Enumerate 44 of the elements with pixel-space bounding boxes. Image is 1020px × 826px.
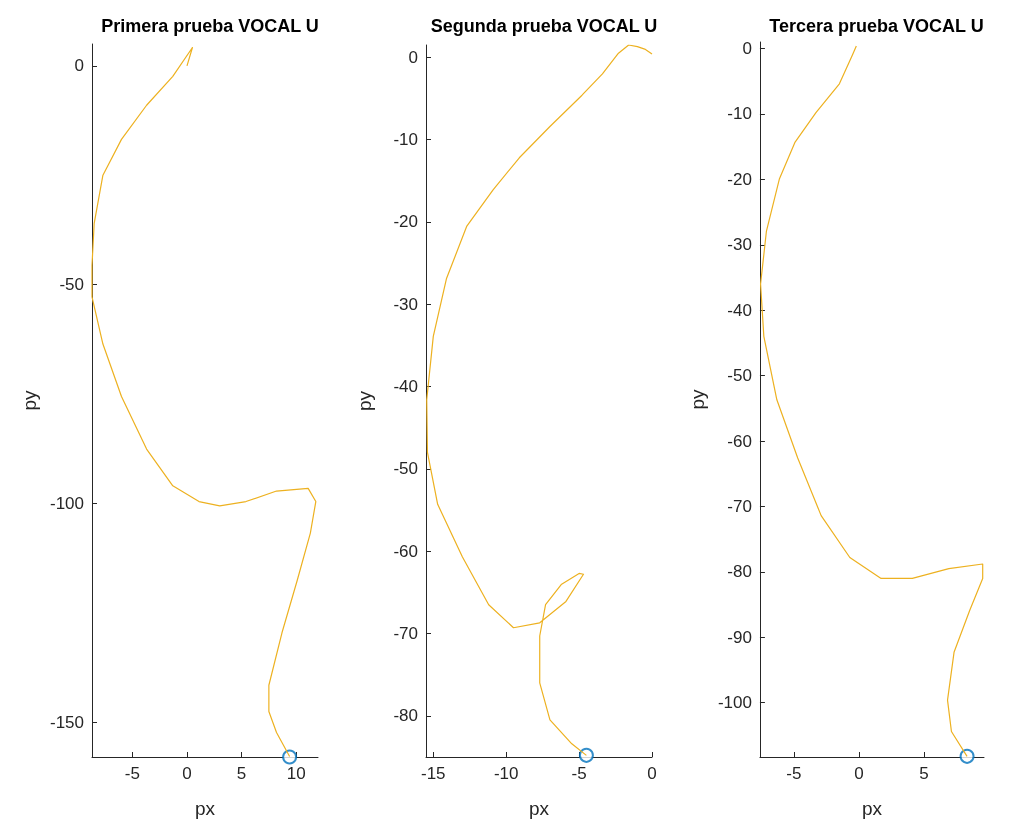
- y-tick-label: -30: [393, 294, 418, 314]
- x-tick-label: -5: [124, 764, 140, 783]
- x-tick-label: -5: [571, 764, 587, 783]
- y-axis-title: py: [354, 390, 375, 412]
- chart-title: Tercera prueba VOCAL U: [769, 16, 984, 36]
- y-tick-label: -100: [49, 493, 84, 513]
- chart-title: Segunda prueba VOCAL U: [430, 16, 658, 36]
- x-tick-label: -5: [786, 764, 802, 783]
- x-tick-label: -15: [421, 764, 446, 783]
- y-tick-label: -50: [59, 275, 84, 295]
- y-tick-label: 0: [742, 39, 752, 59]
- y-axis-title: py: [19, 389, 41, 411]
- y-tick-label: -10: [727, 104, 752, 124]
- y-tick-label: -40: [727, 300, 752, 320]
- x-axis-title: px: [194, 798, 216, 819]
- y-tick-label: 0: [408, 47, 418, 67]
- y-tick-label: -50: [727, 366, 752, 386]
- x-tick-label: 0: [854, 764, 864, 783]
- x-axis-title: px: [861, 798, 883, 819]
- y-tick-label: -20: [393, 212, 418, 232]
- y-tick-label: -30: [727, 235, 752, 255]
- y-tick-label: -80: [393, 706, 418, 726]
- x-tick-label: -10: [493, 764, 519, 783]
- y-tick-label: -70: [393, 624, 418, 644]
- y-axis-title: py: [687, 388, 708, 410]
- y-tick-label: -10: [393, 130, 418, 150]
- y-tick-label: -40: [393, 377, 418, 397]
- chart-title: Primera prueba VOCAL U: [101, 16, 319, 36]
- y-tick-label: -50: [393, 459, 418, 479]
- x-tick-label: 5: [236, 764, 247, 783]
- x-tick-label: 0: [182, 764, 192, 783]
- x-tick-label: 0: [647, 764, 657, 783]
- x-tick-label: 10: [286, 764, 306, 783]
- y-tick-label: -60: [393, 541, 418, 561]
- y-tick-label: -90: [727, 627, 752, 647]
- x-axis-title: px: [528, 798, 550, 819]
- y-tick-label: -100: [717, 693, 752, 713]
- y-tick-label: -150: [49, 712, 84, 732]
- y-tick-label: -80: [727, 562, 752, 582]
- y-tick-label: 0: [74, 56, 84, 76]
- x-tick-label: 5: [919, 764, 929, 783]
- y-tick-label: -60: [727, 431, 752, 451]
- y-tick-label: -20: [727, 169, 752, 189]
- y-tick-label: -70: [727, 496, 752, 516]
